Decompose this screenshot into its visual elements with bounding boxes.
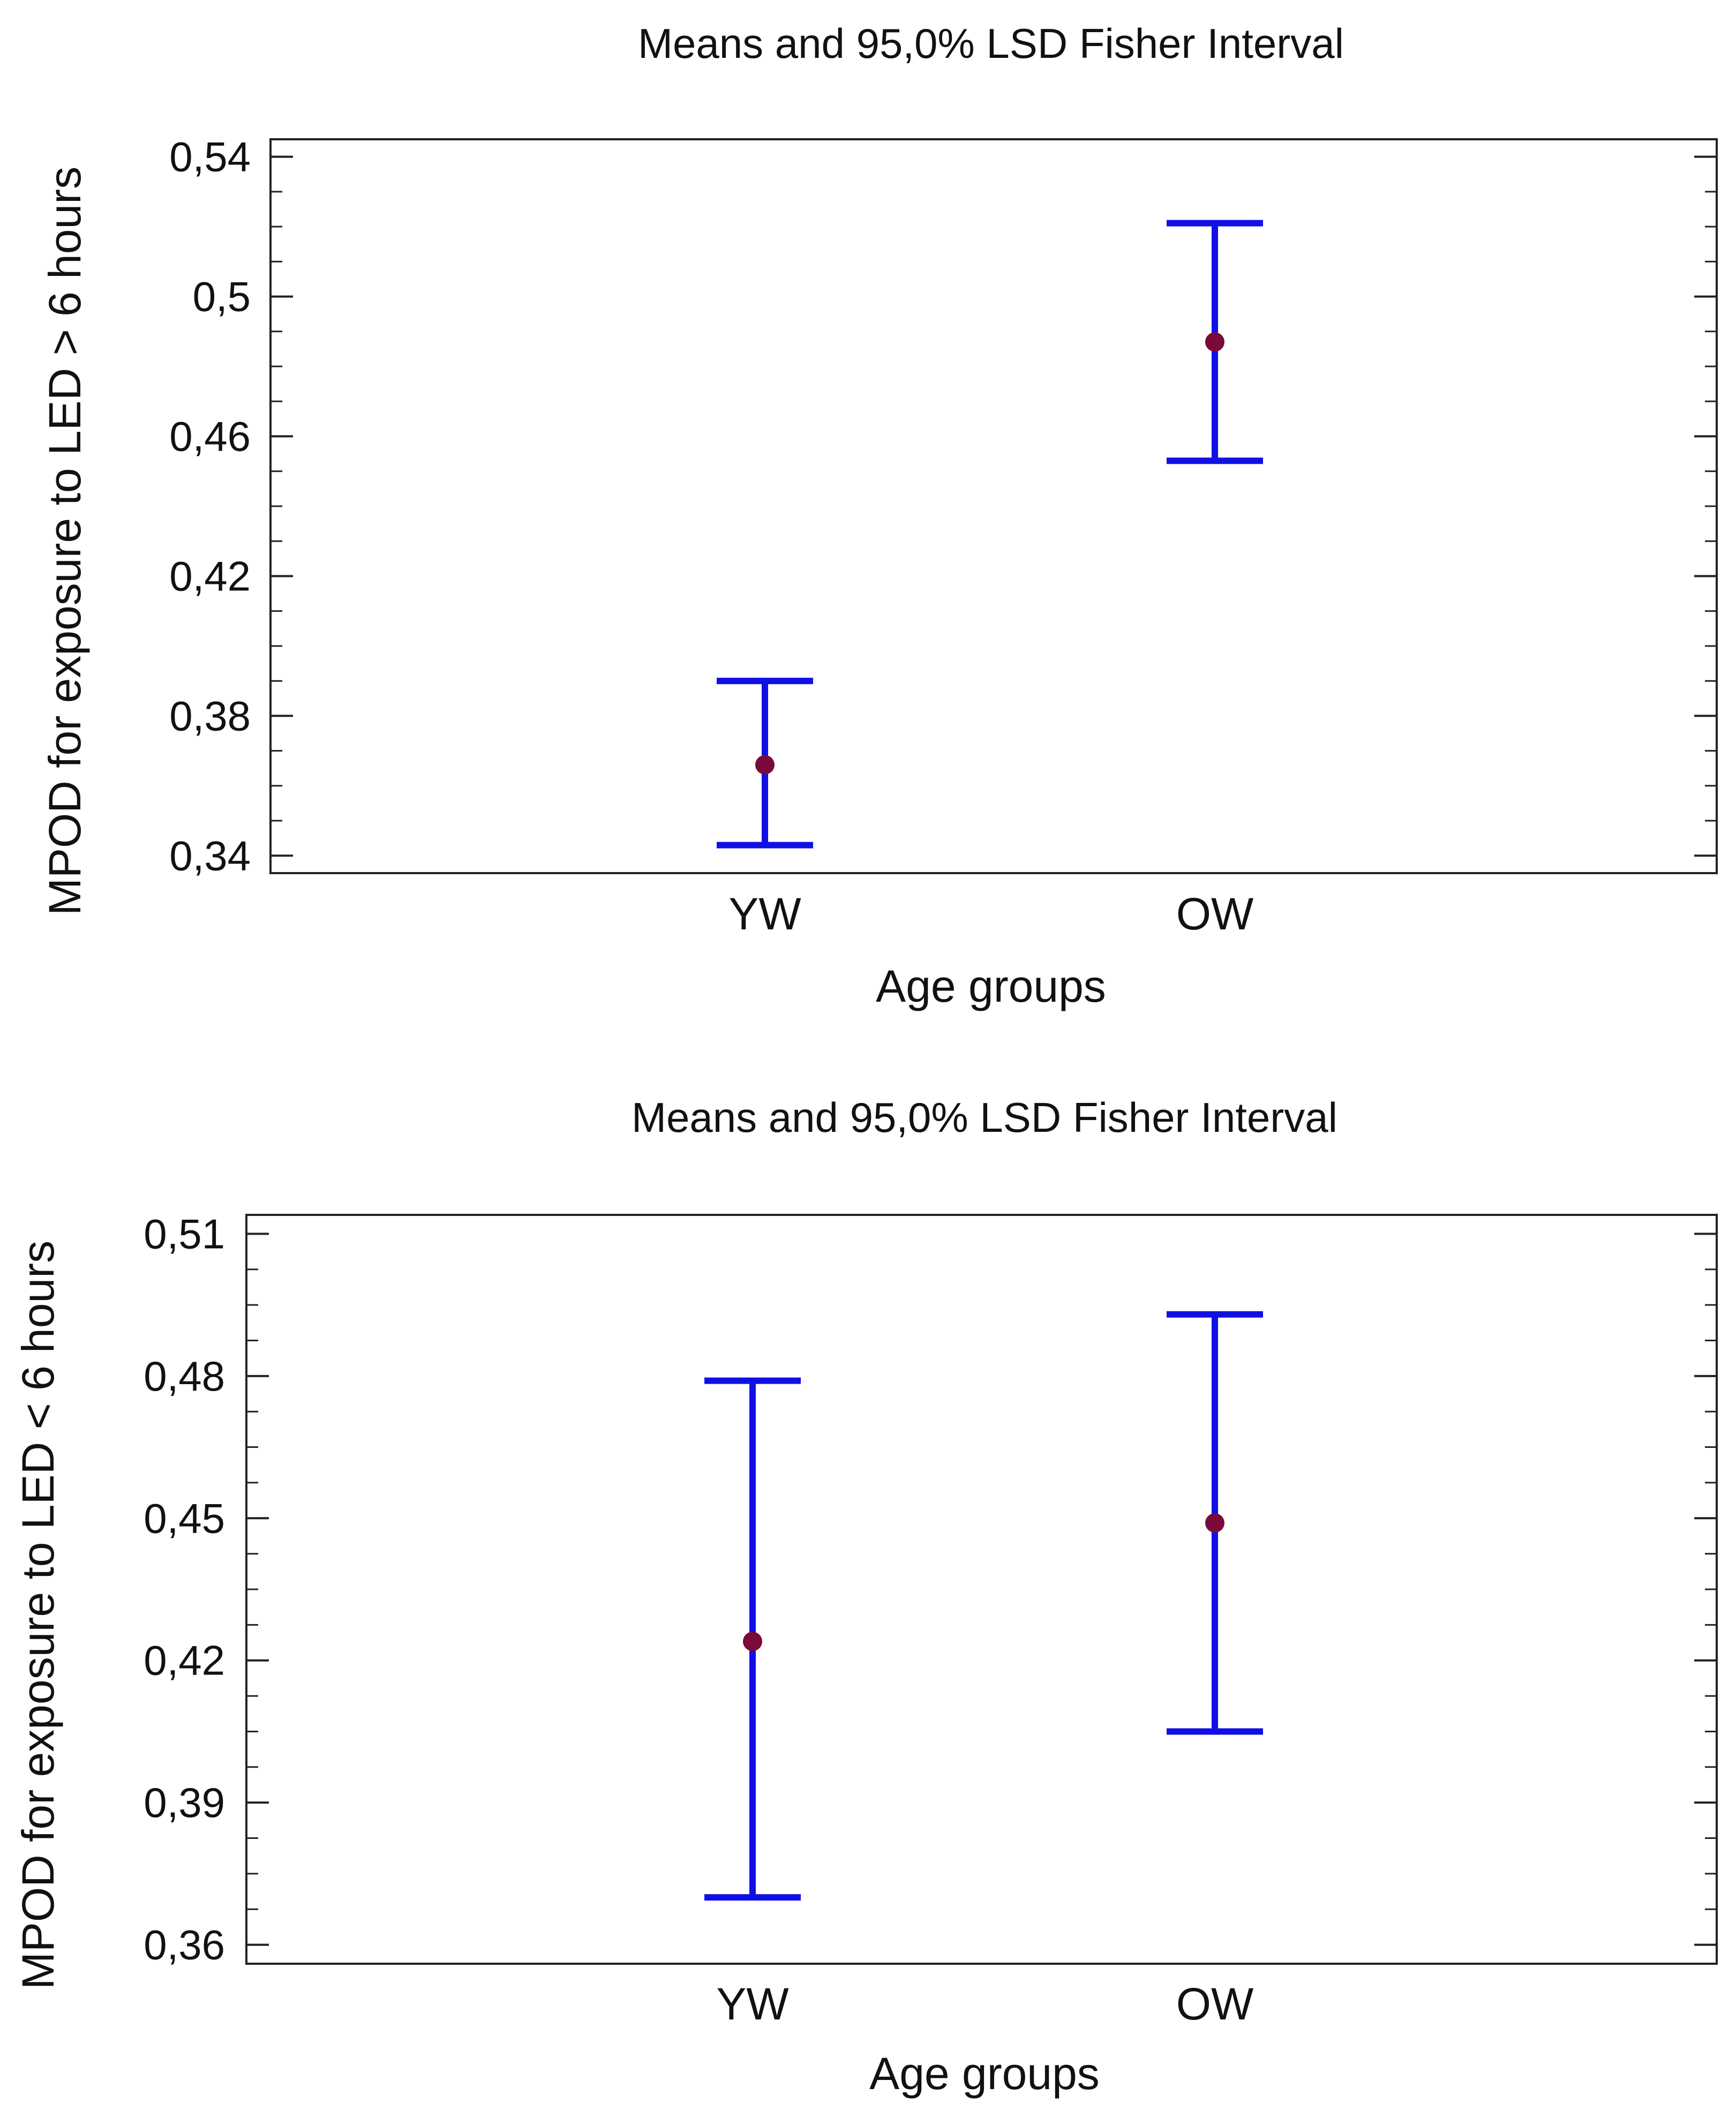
x-tick-labels: YW OW (716, 1979, 1253, 2029)
y-tick-labels: 0,36 0,39 0,42 0,45 0,48 0,51 (144, 1210, 225, 1968)
plot-frame (269, 138, 1718, 874)
y-tick-label: 0,36 (144, 1921, 225, 1969)
y-tick-label: 0,48 (144, 1353, 225, 1400)
y-tick-label: 0,39 (144, 1779, 225, 1826)
y-axis (270, 155, 1717, 857)
chart-top: Means and 95,0% LSD Fisher Interval 0,34… (40, 20, 1718, 1011)
mean-point (743, 1632, 762, 1651)
y-tick-label: 0,42 (144, 1637, 225, 1684)
y-tick-label: 0,5 (193, 273, 251, 320)
chart-title: Means and 95,0% LSD Fisher Interval (632, 1094, 1337, 1141)
chart-title: Means and 95,0% LSD Fisher Interval (638, 20, 1344, 67)
y-tick-label: 0,45 (144, 1494, 225, 1542)
y-tick-label: 0,38 (169, 692, 251, 739)
mean-point (1205, 1513, 1224, 1533)
y-tick-label: 0,46 (169, 413, 251, 460)
x-tick-label: OW (1176, 1979, 1254, 2029)
y-tick-label: 0,34 (169, 832, 251, 879)
y-axis (246, 1233, 1717, 1946)
x-axis-title: Age groups (869, 2048, 1100, 2099)
y-tick-label: 0,54 (169, 133, 251, 181)
intervals (717, 220, 1263, 848)
mean-point (755, 755, 775, 775)
y-axis-title: MPOD for exposure to LED > 6 hours (40, 167, 90, 915)
intervals (704, 1311, 1263, 1901)
x-tick-label: OW (1176, 889, 1254, 939)
y-tick-label: 0,51 (144, 1210, 225, 1257)
x-tick-label: YW (716, 1979, 788, 2029)
plot-frame (245, 1214, 1718, 1965)
x-tick-label: YW (728, 889, 801, 939)
x-tick-labels: YW OW (728, 889, 1253, 939)
y-tick-label: 0,42 (169, 552, 251, 599)
y-axis-title: MPOD for exposure to LED < 6 hours (13, 1241, 63, 1989)
mean-point (1205, 332, 1224, 352)
chart-bottom: Means and 95,0% LSD Fisher Interval 0,36… (13, 1094, 1718, 2099)
x-axis-title: Age groups (876, 961, 1106, 1011)
y-tick-labels: 0,34 0,38 0,42 0,46 0,5 0,54 (169, 133, 251, 880)
